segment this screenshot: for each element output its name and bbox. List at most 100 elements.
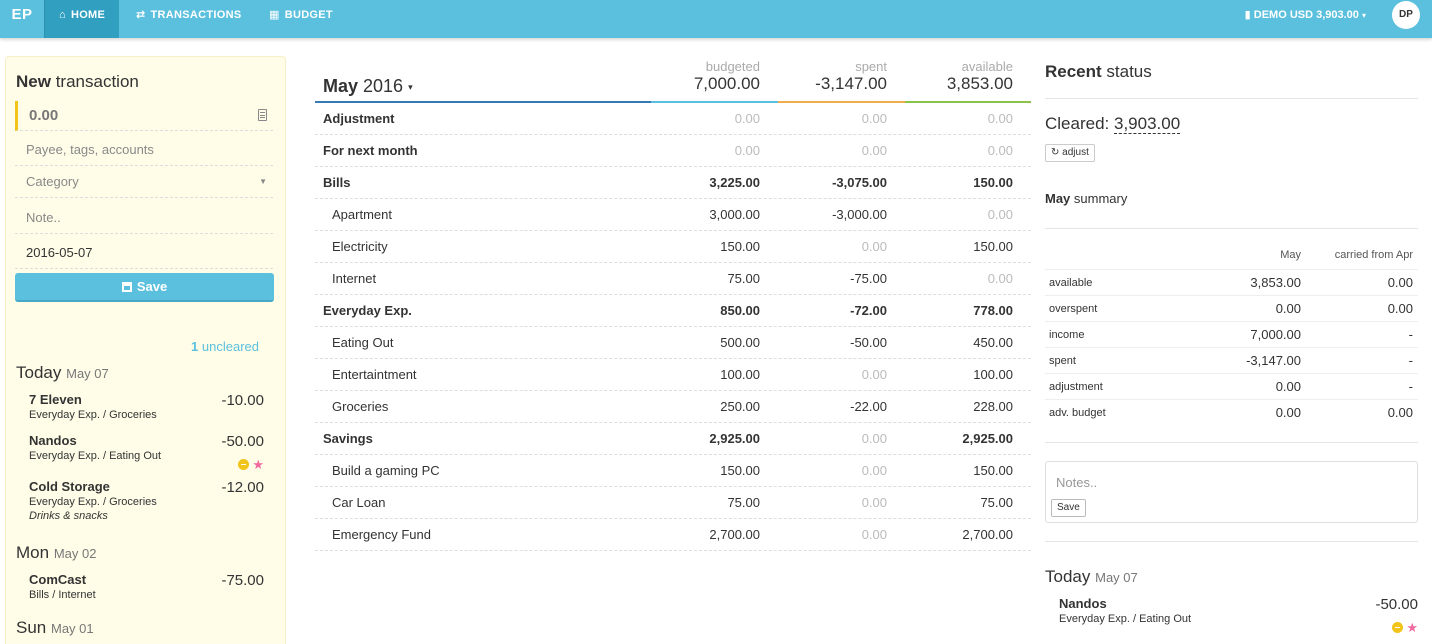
budgeted-cell[interactable]: 2,700.00 (709, 527, 760, 542)
amount-input[interactable]: 0.00 (15, 101, 273, 131)
tx-status-icons: ★ (238, 456, 264, 473)
budgeted-header: budgeted 7,000.00 (694, 59, 760, 94)
category-name: Everyday Exp. (323, 303, 412, 318)
payee-input[interactable]: Payee, tags, accounts (15, 133, 273, 166)
uncleared-link[interactable]: 1 uncleared (191, 339, 259, 354)
summary-label: income (1049, 329, 1085, 341)
tx-category: Everyday Exp. / Eating Out (29, 450, 162, 462)
budgeted-cell[interactable]: 75.00 (727, 495, 760, 510)
nav-home[interactable]: ⌂ HOME (44, 0, 120, 38)
spent-cell: -72.00 (850, 303, 887, 318)
budget-category-row[interactable]: Entertaintment 100.00 0.00 100.00 (315, 359, 1031, 391)
brand-logo[interactable]: EP (11, 6, 33, 23)
top-navbar: EP ⌂ HOME ⇄ TRANSACTIONS ▦ BUDGET ▮ DEMO US… (0, 0, 1432, 38)
tx-amount: -50.00 (1375, 596, 1418, 613)
category-name: Internet (332, 271, 377, 286)
category-name: Bills (323, 175, 351, 190)
summary-row: overspent 0.00 0.00 (1045, 295, 1418, 321)
category-name: Car Loan (332, 495, 386, 510)
divider (1045, 228, 1418, 229)
new-transaction-title: New transaction (16, 72, 139, 91)
star-icon[interactable]: ★ (252, 456, 264, 472)
summary-value: - (1408, 327, 1413, 342)
adjust-button[interactable]: ↻ adjust (1045, 144, 1095, 162)
budget-category-row[interactable]: Emergency Fund 2,700.00 0.00 2,700.00 (315, 519, 1031, 551)
spent-cell: -3,000.00 (832, 207, 887, 222)
category-name: Adjustment (323, 111, 395, 126)
tx-category: Everyday Exp. / Groceries (29, 496, 157, 508)
budget-group-row[interactable]: Savings 2,925.00 0.00 2,925.00 (315, 423, 1031, 455)
nav-budget[interactable]: ▦ BUDGET (255, 0, 347, 38)
spent-cell: -22.00 (850, 399, 887, 414)
star-icon[interactable]: ★ (1406, 619, 1418, 635)
budgeted-cell[interactable]: 75.00 (727, 271, 760, 286)
budget-category-row[interactable]: Eating Out 500.00 -50.00 450.00 (315, 327, 1031, 359)
budgeted-cell[interactable]: 250.00 (720, 399, 760, 414)
transaction-item[interactable]: ComCast Bills / Internet -75.00 (29, 572, 264, 601)
budget-category-row[interactable]: Groceries 250.00 -22.00 228.00 (315, 391, 1031, 423)
refresh-icon: ↻ (1051, 147, 1063, 158)
budget-group-row[interactable]: Adjustment 0.00 0.00 0.00 (315, 103, 1031, 135)
transaction-item[interactable]: Nandos Everyday Exp. / Eating Out -50.00… (1059, 596, 1418, 635)
uncleared-icon[interactable] (1392, 622, 1404, 634)
notes-input[interactable]: Notes.. (1056, 475, 1098, 490)
budget-category-row[interactable]: Internet 75.00 -75.00 0.00 (315, 263, 1031, 295)
budget-category-row[interactable]: Build a gaming PC 150.00 0.00 150.00 (315, 455, 1031, 487)
transaction-item[interactable]: Nandos Everyday Exp. / Eating Out -50.00… (29, 433, 264, 472)
summary-row: adjustment 0.00 - (1045, 373, 1418, 399)
summary-label: overspent (1049, 303, 1098, 315)
calculator-icon[interactable] (258, 109, 267, 121)
budgeted-cell[interactable]: 150.00 (720, 463, 760, 478)
summary-label: spent (1049, 355, 1076, 367)
budgeted-cell[interactable]: 3,000.00 (709, 207, 760, 222)
tx-payee: 7 Eleven (29, 392, 82, 407)
summary-label: adjustment (1049, 381, 1103, 393)
category-select[interactable]: Category ▼ (15, 165, 273, 198)
tx-amount: -12.00 (221, 479, 264, 496)
nav-transactions[interactable]: ⇄ TRANSACTIONS (122, 0, 256, 38)
category-name: For next month (323, 143, 418, 158)
available-cell: 0.00 (987, 143, 1013, 158)
available-cell: 2,925.00 (962, 431, 1013, 446)
budgeted-cell[interactable]: 0.00 (734, 143, 760, 158)
notes-save-button[interactable]: Save (1051, 499, 1086, 517)
category-name: Eating Out (332, 335, 394, 350)
budgeted-cell[interactable]: 0.00 (734, 111, 760, 126)
spent-cell: 0.00 (861, 367, 887, 382)
spent-cell: 0.00 (861, 527, 887, 542)
budgeted-cell[interactable]: 2,925.00 (709, 431, 760, 446)
available-total: 3,853.00 (946, 74, 1013, 93)
budget-group-row[interactable]: Bills 3,225.00 -3,075.00 150.00 (315, 167, 1031, 199)
budgeted-cell[interactable]: 150.00 (720, 239, 760, 254)
month-selector[interactable]: May 2016 ▾ (323, 76, 413, 96)
tx-payee: Cold Storage (29, 479, 110, 494)
budget-category-row[interactable]: Electricity 150.00 0.00 150.00 (315, 231, 1031, 263)
transaction-item[interactable]: Cold Storage Everyday Exp. / Groceries D… (29, 479, 264, 522)
spent-header: spent -3,147.00 (815, 59, 887, 94)
wallet-icon: ▮ (1244, 9, 1254, 21)
budgeted-cell[interactable]: 500.00 (720, 335, 760, 350)
divider (1045, 541, 1418, 542)
uncleared-icon[interactable] (238, 459, 250, 471)
budgeted-cell[interactable]: 100.00 (720, 367, 760, 382)
account-balance: DEMO USD 3,903.00 (1253, 9, 1359, 21)
avatar[interactable]: DP (1392, 1, 1420, 29)
budget-group-row[interactable]: Everyday Exp. 850.00 -72.00 778.00 (315, 295, 1031, 327)
cleared-value[interactable]: 3,903.00 (1113, 114, 1181, 134)
summary-value: - (1408, 353, 1413, 368)
spent-cell: 0.00 (861, 431, 887, 446)
budgeted-total: 7,000.00 (693, 74, 760, 93)
available-cell: 75.00 (980, 495, 1013, 510)
note-input[interactable]: Note.. (15, 201, 273, 234)
budget-category-row[interactable]: Car Loan 75.00 0.00 75.00 (315, 487, 1031, 519)
budget-group-row[interactable]: For next month 0.00 0.00 0.00 (315, 135, 1031, 167)
date-input[interactable]: 2016-05-07 (15, 236, 273, 269)
transaction-item[interactable]: 7 Eleven Everyday Exp. / Groceries -10.0… (29, 392, 264, 421)
account-selector[interactable]: ▮ DEMO USD 3,903.00 ▾ (1245, 0, 1366, 30)
budgeted-cell[interactable]: 3,225.00 (709, 175, 760, 190)
budget-category-row[interactable]: Apartment 3,000.00 -3,000.00 0.00 (315, 199, 1031, 231)
budgeted-cell[interactable]: 850.00 (720, 303, 760, 318)
grid-icon: ▦ (269, 9, 280, 21)
save-button[interactable]: Save (15, 273, 274, 302)
summary-value: 7,000.00 (1250, 327, 1301, 342)
